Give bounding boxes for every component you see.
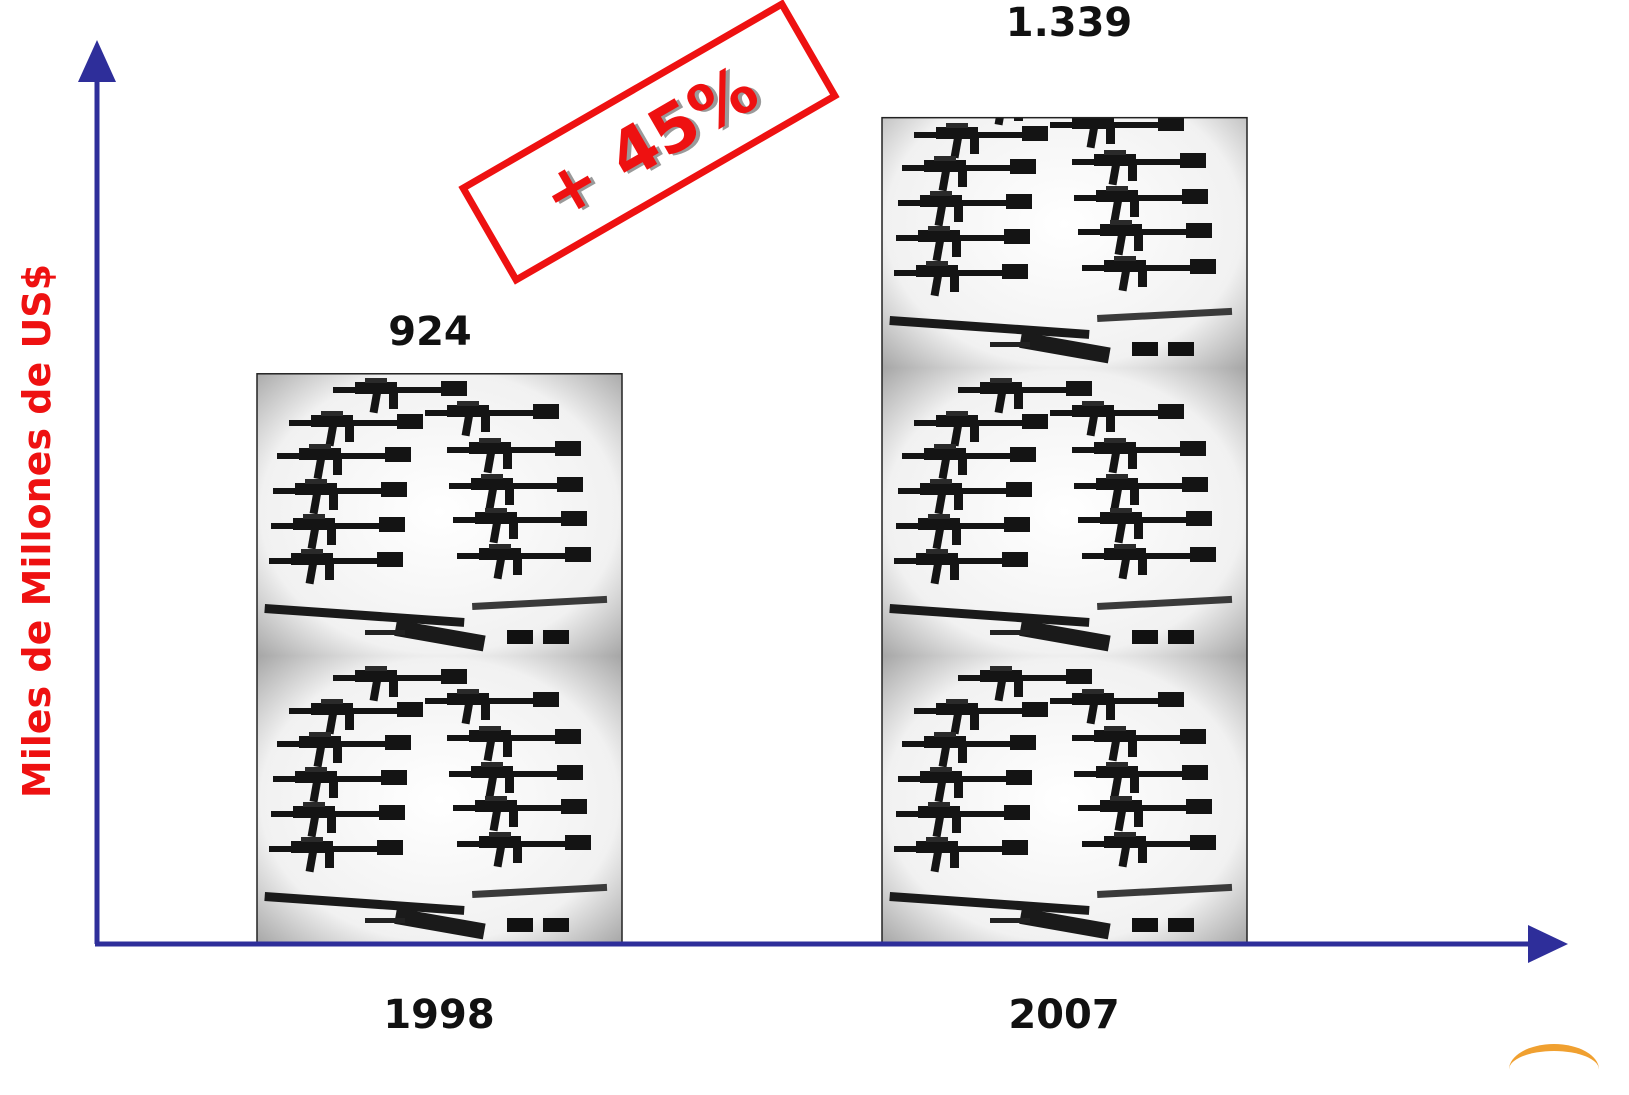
y-axis-label: Miles de Millones de US$ [15, 264, 59, 798]
orange-swoosh-decoration [1509, 1044, 1599, 1095]
bar-2007 [881, 80, 1248, 945]
bar-1998-pictogram-tile [257, 656, 622, 944]
growth-annotation: + 45% + 45% [458, 0, 840, 285]
bar-1998 [256, 368, 623, 945]
category-label-2007: 2007 [1008, 992, 1119, 1038]
x-axis-arrowhead [1528, 925, 1568, 963]
category-label-1998: 1998 [383, 992, 494, 1038]
value-label-2007: 1.339 [1006, 0, 1133, 46]
bar-2007-pictogram-tile [882, 368, 1247, 656]
bars-layer [256, 80, 1248, 945]
chart: Miles de Millones de US$ 1998 2007 924 1… [15, 0, 1568, 1038]
bar-2007-pictogram-tile [882, 656, 1247, 944]
bar-1998-pictogram-tile [257, 368, 622, 656]
growth-annotation-box [458, 0, 840, 285]
bar-2007-pictogram-tile [882, 80, 1247, 368]
y-axis-arrowhead [78, 40, 116, 82]
value-label-1998: 924 [388, 309, 472, 355]
